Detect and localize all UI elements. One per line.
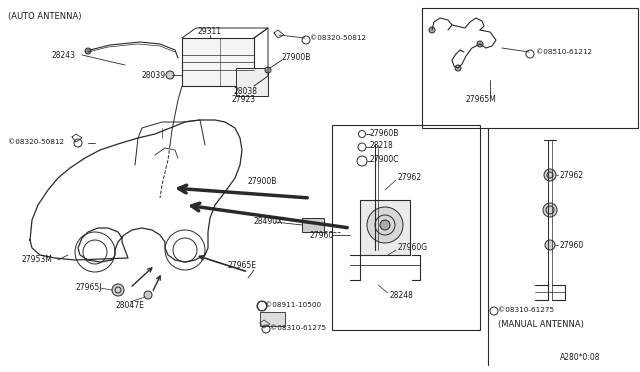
Text: 27900B: 27900B xyxy=(248,177,277,186)
Circle shape xyxy=(477,41,483,47)
Text: 28047E: 28047E xyxy=(115,301,144,310)
Text: 27960: 27960 xyxy=(310,231,334,240)
Text: 29311: 29311 xyxy=(198,28,222,36)
Text: 27953M: 27953M xyxy=(22,256,53,264)
Text: 28243: 28243 xyxy=(52,51,76,60)
Text: ©08320-50812: ©08320-50812 xyxy=(310,35,366,41)
Circle shape xyxy=(544,169,556,181)
Text: A280*0:08: A280*0:08 xyxy=(560,353,600,362)
Text: 27965M: 27965M xyxy=(466,96,497,105)
Text: 28248: 28248 xyxy=(390,291,414,299)
Text: 27965J: 27965J xyxy=(75,283,102,292)
Bar xyxy=(236,68,268,96)
Text: 28218: 28218 xyxy=(370,141,394,151)
Text: 27960B: 27960B xyxy=(370,128,399,138)
Circle shape xyxy=(144,291,152,299)
Text: 27923: 27923 xyxy=(232,96,256,105)
Text: 28039: 28039 xyxy=(142,71,166,80)
Text: 27965E: 27965E xyxy=(228,260,257,269)
Circle shape xyxy=(545,240,555,250)
Circle shape xyxy=(429,27,435,33)
Text: 27900C: 27900C xyxy=(370,155,399,164)
Text: 28038: 28038 xyxy=(234,87,258,96)
Text: 27960: 27960 xyxy=(560,241,584,250)
Text: 28490X: 28490X xyxy=(253,218,282,227)
Bar xyxy=(332,125,480,330)
Bar xyxy=(260,312,285,326)
Text: ©08310-61275: ©08310-61275 xyxy=(498,307,554,313)
Text: 27962: 27962 xyxy=(560,170,584,180)
Circle shape xyxy=(85,48,91,54)
Circle shape xyxy=(112,284,124,296)
Bar xyxy=(302,218,324,232)
Bar xyxy=(182,38,254,86)
Text: ©08320-50812: ©08320-50812 xyxy=(8,139,64,145)
Bar xyxy=(360,200,410,255)
Text: 27900B: 27900B xyxy=(282,54,312,62)
Text: (MANUAL ANTENNA): (MANUAL ANTENNA) xyxy=(498,321,584,330)
Text: 27962: 27962 xyxy=(398,173,422,183)
Text: ©08310-61275: ©08310-61275 xyxy=(270,325,326,331)
Circle shape xyxy=(380,220,390,230)
Text: ©08911-10500: ©08911-10500 xyxy=(265,302,321,308)
Circle shape xyxy=(455,65,461,71)
Circle shape xyxy=(166,71,174,79)
Circle shape xyxy=(543,203,557,217)
Text: (AUTO ANTENNA): (AUTO ANTENNA) xyxy=(8,13,81,22)
Text: 27960G: 27960G xyxy=(398,244,428,253)
Circle shape xyxy=(265,67,271,73)
Text: ©08510-61212: ©08510-61212 xyxy=(536,49,592,55)
Circle shape xyxy=(367,207,403,243)
